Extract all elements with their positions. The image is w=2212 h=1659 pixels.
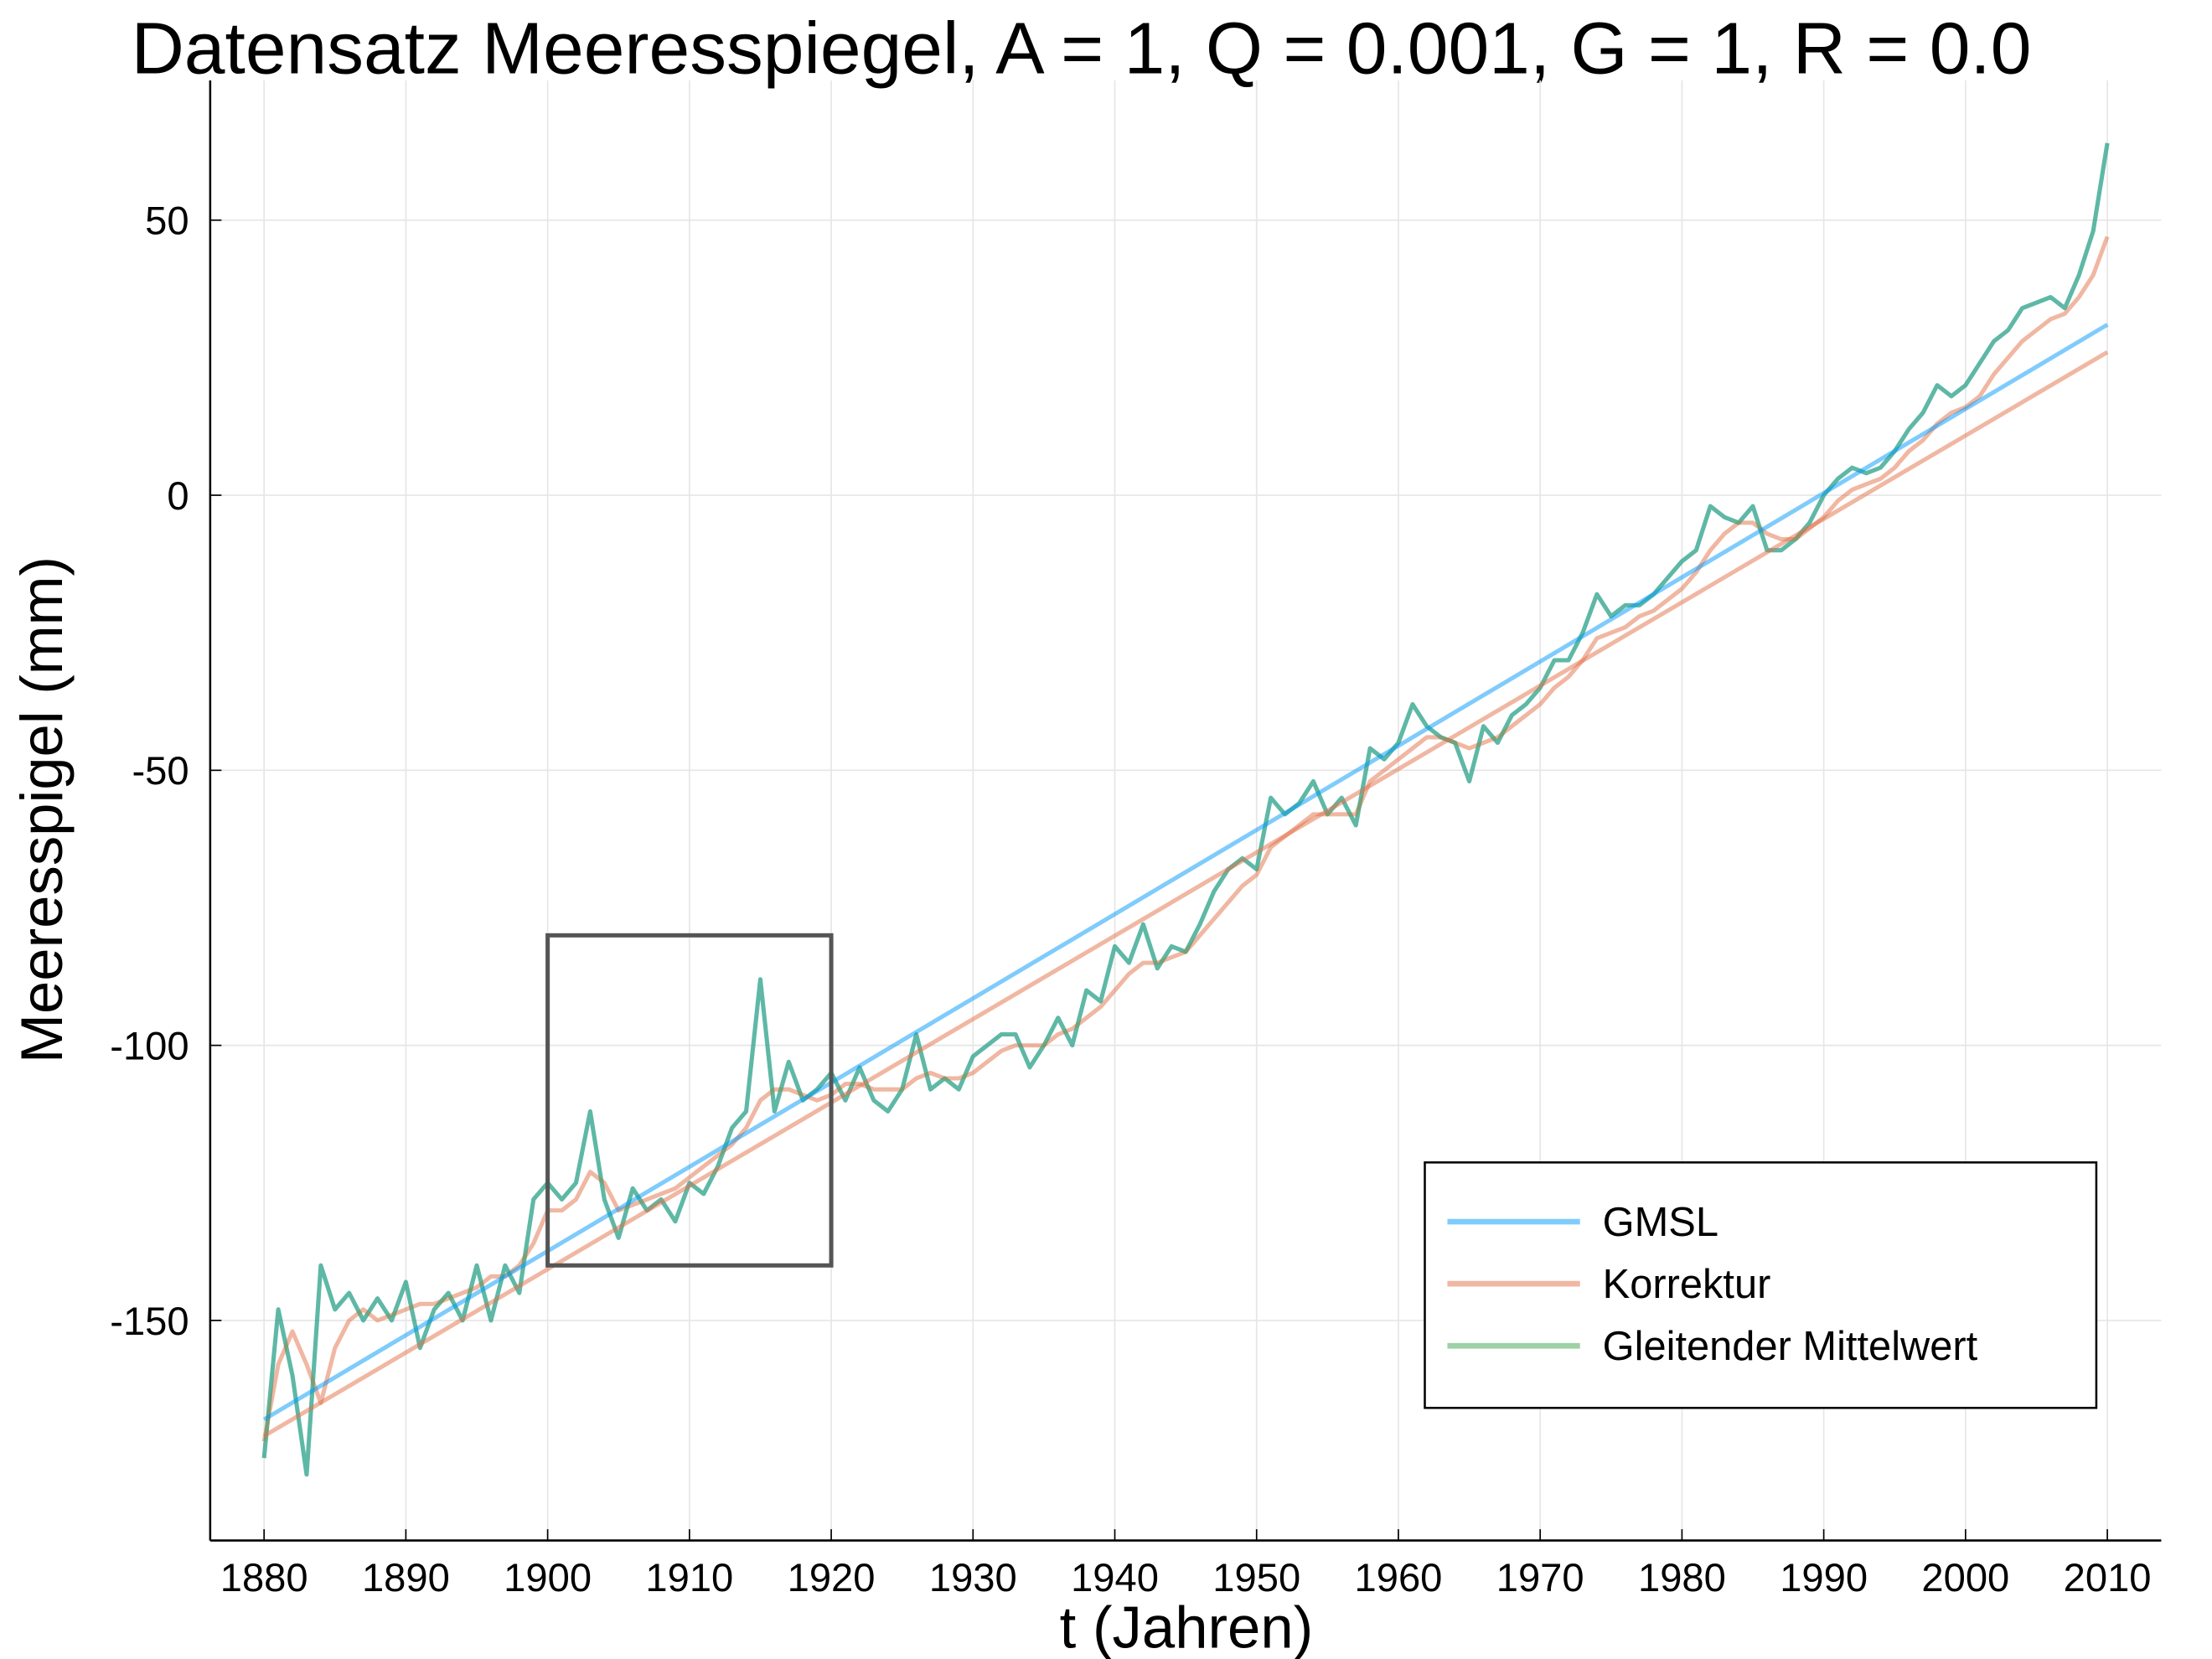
legend-label: Gleitender Mittelwert	[1603, 1324, 1978, 1369]
highlight-box	[545, 933, 834, 1268]
y-axis-label: Meeresspigel (mm)	[8, 556, 75, 1063]
x-tick-label: 2000	[1921, 1555, 2009, 1600]
y-tick-label: -100	[110, 1023, 189, 1067]
x-tick-label: 1920	[788, 1555, 876, 1600]
series-line	[262, 323, 2109, 1422]
y-tick-label: 0	[167, 473, 189, 518]
x-tick-label: 1880	[220, 1555, 308, 1600]
x-tick-label: 1980	[1638, 1555, 1726, 1600]
x-tick-label: 1910	[645, 1555, 733, 1600]
chart-title: Datensatz Meeresspiegel, A = 1, Q = 0.00…	[132, 8, 2032, 90]
x-tick-label: 1900	[504, 1555, 592, 1600]
x-tick-label: 1930	[929, 1555, 1017, 1600]
x-tick-label: 1890	[362, 1555, 450, 1600]
x-tick-label: 1960	[1355, 1555, 1443, 1600]
series-line	[262, 350, 2109, 1438]
legend-label: Korrektur	[1603, 1262, 1771, 1307]
y-tick-label: 50	[145, 199, 189, 243]
x-axis-label: t (Jahren)	[1060, 1594, 1314, 1659]
x-tick-label: 1970	[1496, 1555, 1584, 1600]
x-tick-label: 1940	[1071, 1555, 1159, 1600]
legend: GMSL Korrektur Gleitender Mittelwert	[1424, 1161, 2098, 1409]
x-tick-label: 1950	[1212, 1555, 1300, 1600]
y-tick-label: -150	[110, 1299, 189, 1343]
x-tick-label: 1990	[1780, 1555, 1868, 1600]
legend-label: GMSL	[1603, 1200, 1718, 1245]
x-tick-label: 2010	[2064, 1555, 2152, 1600]
y-tick-label: -50	[132, 748, 189, 793]
